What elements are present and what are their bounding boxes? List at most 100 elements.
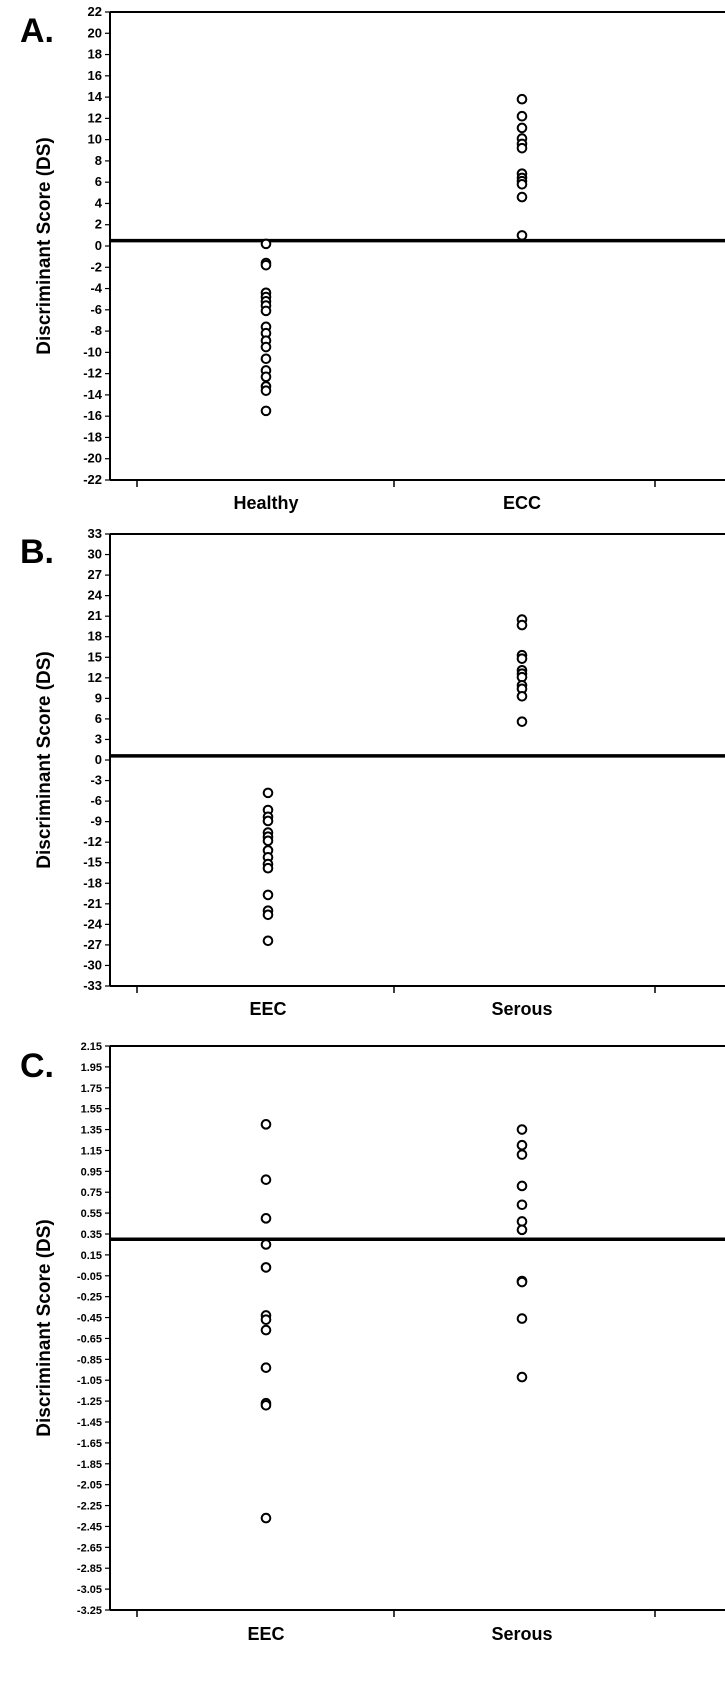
y-tick-label: -2.85 — [77, 1563, 102, 1575]
data-point — [516, 1276, 528, 1288]
y-tick-label: 33 — [88, 526, 102, 541]
data-point — [260, 305, 272, 317]
data-point — [260, 238, 272, 250]
y-tick-label: 12 — [88, 670, 102, 685]
data-point — [260, 1512, 272, 1524]
data-point — [260, 1119, 272, 1130]
data-point — [516, 1199, 528, 1211]
y-tick-label: -33 — [83, 978, 102, 993]
y-tick-label: -0.65 — [77, 1333, 102, 1345]
y-tick-label: -21 — [83, 896, 102, 911]
y-tick-label: -2.65 — [77, 1542, 102, 1554]
y-tick-label: -1.45 — [77, 1417, 102, 1429]
y-tick-label: -2.05 — [77, 1480, 102, 1492]
y-tick-label: 2 — [95, 217, 102, 232]
x-category-label: Healthy — [233, 493, 298, 513]
y-tick-label: 9 — [95, 690, 102, 705]
data-point — [260, 1213, 272, 1224]
y-tick-label: -0.25 — [77, 1292, 102, 1304]
data-point — [260, 1399, 272, 1411]
y-tick-label: 22 — [88, 4, 102, 19]
y-tick-label: -9 — [90, 814, 102, 829]
y-tick-label: -18 — [83, 875, 102, 890]
data-point — [262, 835, 274, 847]
y-tick-label: 0 — [95, 238, 102, 253]
y-tick-label: -2.45 — [77, 1521, 102, 1533]
y-tick-label: -3.25 — [77, 1605, 102, 1617]
y-tick-label: -24 — [83, 916, 103, 931]
data-point — [516, 230, 528, 241]
y-tick-label: 1.95 — [81, 1062, 102, 1074]
y-tick-label: -1.65 — [77, 1438, 102, 1450]
y-axis-title: Discriminant Score (DS) — [34, 1219, 55, 1437]
y-tick-label: 6 — [95, 711, 102, 726]
y-tick-label: -4 — [90, 281, 102, 296]
panel-c: C. 2.15 1.95 1.75 1.55 1.35 1.15 0.95 0.75 0.55 0.… — [20, 1041, 725, 1644]
data-point — [516, 1139, 528, 1151]
data-point — [260, 1314, 272, 1325]
y-tick-label: -22 — [83, 472, 102, 487]
data-point — [516, 716, 528, 727]
panel-label: B. — [20, 533, 54, 571]
y-tick-label: -1.85 — [77, 1459, 102, 1471]
panel-b: B. 33302724211815129630-3-6-9-12-15-18-21… — [20, 526, 725, 1019]
y-tick-label: 0 — [95, 752, 102, 767]
y-tick-label: -2 — [90, 259, 102, 274]
x-category-label: ECC — [503, 493, 541, 513]
y-tick-label: -0.85 — [77, 1354, 102, 1366]
y-tick-label: -3 — [90, 773, 102, 788]
x-category-label: Serous — [491, 999, 552, 1019]
x-category-label: EEC — [247, 1624, 284, 1644]
data-point — [262, 862, 274, 874]
y-tick-label: 0.35 — [81, 1229, 102, 1241]
y-tick-label: -10 — [83, 344, 102, 359]
y-tick-label: 10 — [88, 132, 102, 147]
data-point — [516, 1216, 528, 1227]
y-tick-label: -18 — [83, 429, 102, 444]
y-tick-label: 3 — [95, 731, 102, 746]
y-axis-title: Discriminant Score (DS) — [34, 137, 55, 355]
data-point — [262, 815, 274, 827]
data-point — [516, 1180, 528, 1192]
data-point — [516, 1124, 528, 1135]
y-tick-label: 0.95 — [81, 1166, 102, 1178]
y-tick-label: -12 — [83, 834, 102, 849]
y-tick-label: -0.45 — [77, 1313, 102, 1325]
panel-a: A.2220181614121086420-2-4-6-8-10-12-14-1… — [20, 4, 725, 513]
data-point — [260, 341, 272, 353]
data-point — [516, 191, 528, 203]
panel-label: C. — [20, 1047, 54, 1085]
y-tick-label: 15 — [88, 649, 102, 664]
data-point — [260, 1174, 272, 1185]
data-point — [516, 619, 528, 631]
y-tick-label: -6 — [90, 302, 102, 317]
data-point — [516, 1224, 528, 1236]
y-tick-label: 2.15 — [81, 1041, 102, 1053]
y-tick-label: -8 — [90, 323, 102, 338]
data-point — [260, 405, 272, 417]
data-point — [516, 653, 528, 664]
y-tick-label: 0.75 — [81, 1187, 102, 1199]
data-point — [260, 371, 272, 383]
y-tick-label: -14 — [83, 387, 103, 402]
y-tick-label: 27 — [88, 567, 102, 582]
y-tick-label: 4 — [95, 195, 103, 210]
data-point — [260, 353, 272, 365]
data-point — [516, 691, 528, 702]
x-category-label: EEC — [249, 999, 286, 1019]
data-point — [262, 787, 274, 799]
data-point — [260, 1239, 272, 1250]
data-point — [262, 909, 274, 921]
y-tick-label: 8 — [95, 153, 102, 168]
y-axis-title: Discriminant Score (DS) — [34, 651, 55, 869]
data-point — [262, 889, 274, 901]
y-tick-label: 0.55 — [81, 1208, 102, 1220]
y-tick-label: 0.15 — [81, 1250, 102, 1262]
data-point — [262, 935, 274, 947]
data-point — [260, 1362, 272, 1373]
y-tick-label: -1.25 — [77, 1396, 102, 1408]
data-point — [516, 142, 528, 154]
y-tick-label: 30 — [88, 547, 102, 562]
y-tick-label: 16 — [88, 68, 102, 83]
y-tick-label: 1.35 — [81, 1125, 102, 1137]
